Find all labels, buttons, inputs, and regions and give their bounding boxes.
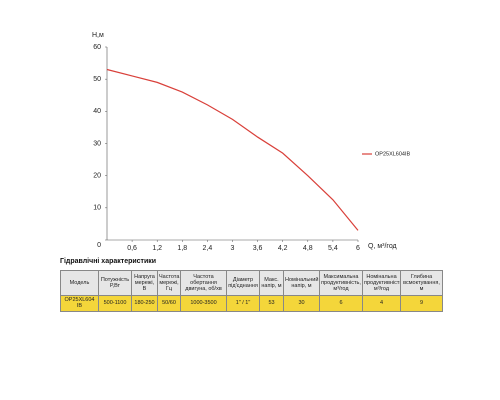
table-cell: 50/60 — [157, 295, 181, 312]
header-cell: Модель — [60, 270, 99, 296]
header-row: Модель Потужність Р,Вт Напруга мережі, В Ча… — [60, 270, 443, 296]
header-cell: Максимальна продуктивність, м³/год — [319, 270, 363, 296]
y-tick-label: 10 — [93, 205, 101, 212]
chart: Н,м Q, м³/год 0 10 20 30 40 50 60 0,6 1,2 1,8 2,4 3… — [92, 32, 410, 252]
table-header: Модель Потужність Р,Вт Напруга мережі, В Ча… — [60, 270, 443, 296]
spec-table: Модель Потужність Р,Вт Напруга мережі, В Ча… — [60, 270, 443, 312]
line-series — [106, 68, 359, 231]
x-tick-label: 5,4 — [328, 245, 338, 252]
header-cell: Номінальна продуктивність, м³/год — [362, 270, 401, 296]
table-cell: 1000-3500 — [180, 295, 227, 312]
table-cell: 6 — [319, 295, 363, 312]
y-tick-label: 50 — [93, 76, 101, 83]
header-cell: Напруга мережі, В — [131, 270, 158, 296]
y-tick-label: 60 — [93, 44, 101, 51]
x-tick-label: 1,2 — [152, 245, 162, 252]
y-tick-label: 20 — [93, 173, 101, 180]
header-cell: Частота обертання двигуна, об/хв — [180, 270, 227, 296]
table-cell: 4 — [362, 295, 401, 312]
table-row: OP25XL604 IB 500-1100 180-250 50/60 1000-350… — [60, 295, 443, 312]
header-cell: Макс. напір, м — [259, 270, 284, 296]
table-cell: 180-250 — [131, 295, 158, 312]
table-body: OP25XL604 IB 500-1100 180-250 50/60 1000-350… — [60, 295, 443, 312]
x-tick-label: 3,6 — [253, 245, 263, 252]
table-cell: 53 — [259, 295, 284, 312]
legend-label: OP25XL604IB — [375, 151, 410, 157]
table-title: Гідравлічні характеристики — [60, 258, 157, 265]
header-cell: Глибина всмоктування, м — [400, 270, 443, 296]
table-cell: 30 — [283, 295, 320, 312]
x-tick-label: 0,6 — [127, 245, 137, 252]
table-cell: 1" / 1" — [226, 295, 260, 312]
x-axis-label: Q, м³/год — [368, 243, 397, 250]
y-tick-label: 0 — [97, 242, 101, 249]
y-tick-label: 30 — [93, 140, 101, 147]
x-tick-label: 6 — [356, 245, 360, 252]
x-tick-label: 2,4 — [203, 245, 213, 252]
x-tick-label: 3 — [231, 245, 235, 252]
table-cell: 500-1100 — [98, 295, 132, 312]
x-tick-label: 4,8 — [303, 245, 313, 252]
table-cell: OP25XL604 IB — [60, 295, 99, 312]
header-cell: Діаметр під'єднання — [226, 270, 260, 296]
x-tick-label: 4,2 — [278, 245, 288, 252]
y-tick-label: 40 — [93, 108, 101, 115]
header-cell: Частота мережі, Гц — [157, 270, 181, 296]
x-tick-label: 1,8 — [177, 245, 187, 252]
header-cell: Потужність Р,Вт — [98, 270, 132, 296]
table-cell: 9 — [400, 295, 443, 312]
y-axis-label: Н,м — [92, 32, 104, 39]
header-cell: Номінальний напір, м — [283, 270, 320, 296]
